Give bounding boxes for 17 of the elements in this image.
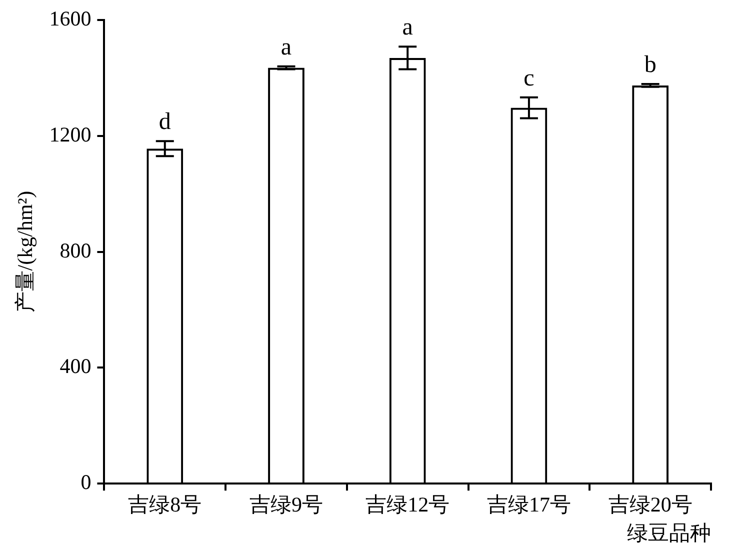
annotation: c — [524, 65, 534, 92]
x-tick-label: 吉绿9号 — [249, 492, 323, 517]
annotation: a — [402, 14, 414, 41]
y-tick-label: 1600 — [49, 6, 92, 31]
x-tick-label: 吉绿17号 — [486, 492, 571, 517]
annotation: a — [280, 34, 292, 60]
annotation: d — [158, 109, 171, 136]
annotation: b — [644, 52, 656, 78]
y-tick-label: 800 — [60, 238, 92, 262]
x-tick-label: 吉绿8号 — [128, 492, 202, 517]
x-tick-label: 吉绿20号 — [608, 492, 692, 517]
y-axis-title: 产量/(kg/hm²) — [13, 190, 38, 313]
y-tick-label: 1200 — [49, 122, 92, 146]
x-tick-label: 吉绿12号 — [366, 492, 450, 517]
y-tick-label: 0 — [80, 470, 92, 494]
x-axis-title: 绿豆品种 — [627, 520, 711, 545]
y-tick-label: 400 — [60, 354, 92, 378]
